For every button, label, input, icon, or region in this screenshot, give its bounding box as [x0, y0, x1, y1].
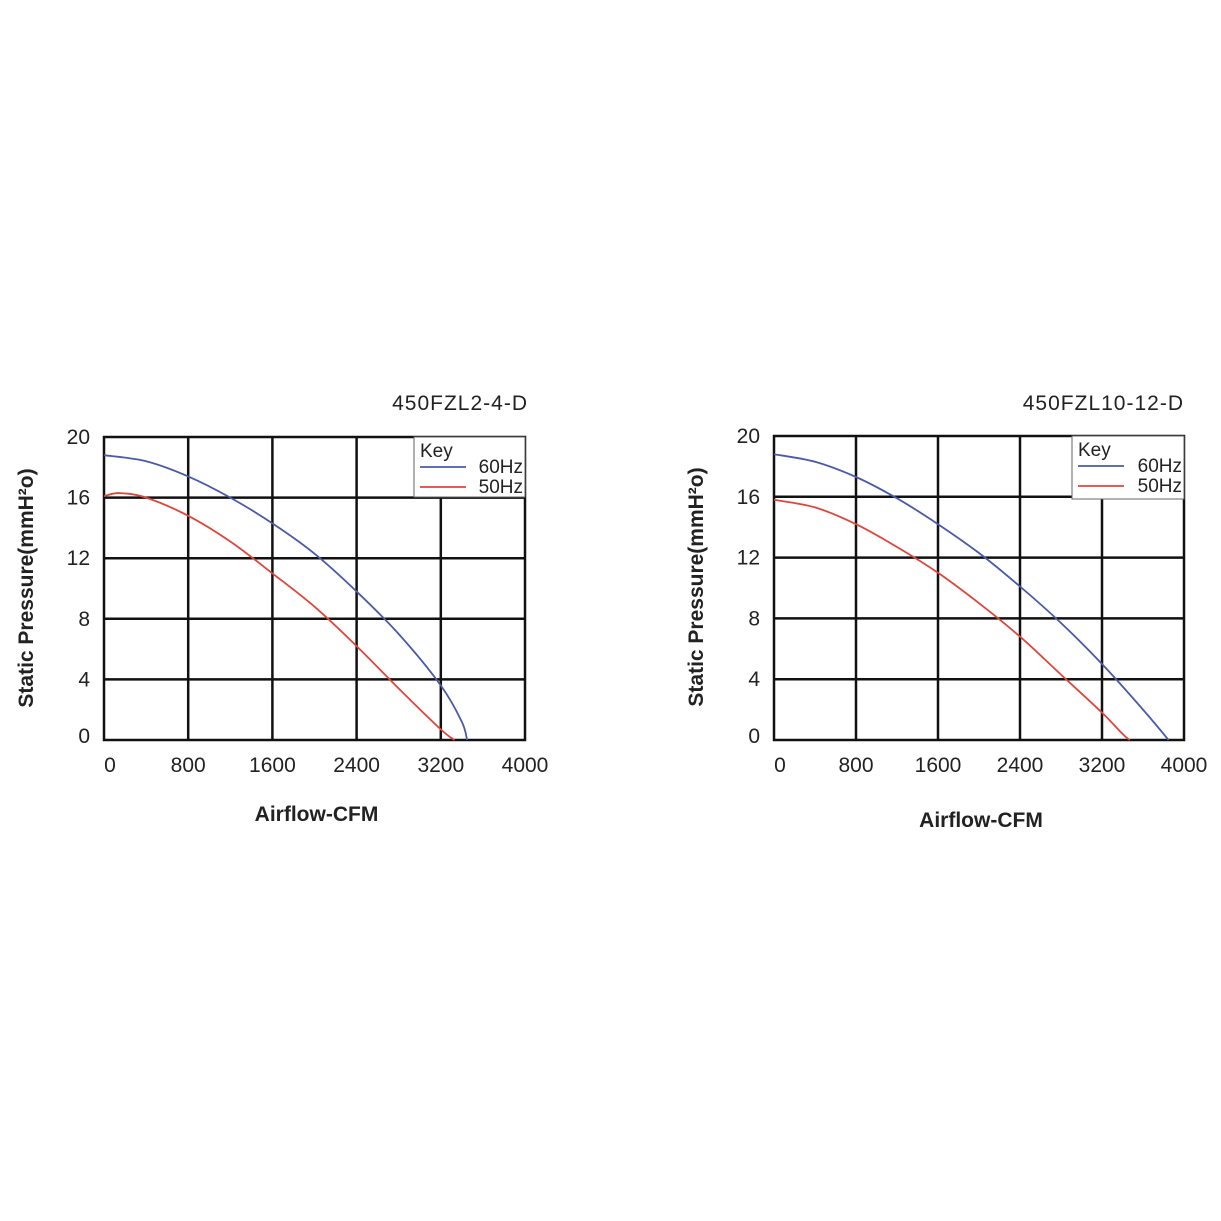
chart-2-group: 0 800 1600 2400 3200 4000 0 4 8 12 16 20 450FZL10-12…	[685, 392, 1207, 832]
y-tick-label: 8	[78, 608, 90, 631]
y-tick-label: 20	[67, 426, 90, 449]
y-tick-label: 4	[748, 668, 760, 691]
x-tick-label: 0	[774, 754, 786, 777]
y-tick-label: 0	[748, 725, 760, 748]
y-tick-label: 12	[67, 547, 90, 570]
series-line-50Hz	[773, 498, 1131, 741]
x-tick-label: 800	[171, 754, 206, 777]
x-tick-label: 800	[838, 754, 873, 777]
x-tick-label: 3200	[417, 754, 464, 777]
x-tick-label: 4000	[1161, 754, 1208, 777]
chart-title: 450FZL10-12-D	[1023, 392, 1184, 415]
legend-title: Key	[1078, 440, 1111, 461]
y-tick-label: 4	[78, 668, 90, 691]
y-tick-label: 8	[748, 607, 760, 630]
plot-frame	[772, 434, 1186, 742]
x-tick-label: 4000	[502, 754, 549, 777]
legend-label-60Hz: 60Hz	[1138, 456, 1182, 477]
plot-frame	[102, 435, 527, 742]
series-line-50Hz	[103, 492, 456, 741]
y-tick-label: 16	[67, 487, 90, 510]
legend-label-60Hz: 60Hz	[479, 457, 523, 478]
chart-1-group: 0 800 1600 2400 3200 4000 0 4 8 12 16 20 450FZL2-4-D…	[15, 392, 548, 826]
y-tick-label: 16	[737, 486, 760, 509]
legend-label-50Hz: 50Hz	[1138, 476, 1182, 497]
x-tick-label: 2400	[333, 754, 380, 777]
x-tick-label: 1600	[249, 754, 296, 777]
x-axis-label: Airflow-CFM	[255, 803, 379, 826]
x-tick-label: 0	[104, 754, 116, 777]
y-tick-label: 12	[737, 547, 760, 570]
x-tick-label: 2400	[997, 754, 1044, 777]
x-axis-label: Airflow-CFM	[919, 809, 1043, 832]
legend-title: Key	[420, 441, 453, 462]
x-tick-label: 3200	[1079, 754, 1126, 777]
series-line-60Hz	[773, 453, 1170, 741]
y-axis-label: Static Pressure(mmH²o)	[685, 467, 708, 706]
chart-title: 450FZL2-4-D	[392, 392, 528, 415]
x-tick-label: 1600	[915, 754, 962, 777]
legend-label-50Hz: 50Hz	[479, 477, 523, 498]
legend-box	[1071, 435, 1185, 500]
series-line-60Hz	[103, 454, 468, 741]
y-tick-label: 20	[737, 425, 760, 448]
y-tick-label: 0	[78, 725, 90, 748]
y-axis-label: Static Pressure(mmH²o)	[15, 468, 38, 707]
